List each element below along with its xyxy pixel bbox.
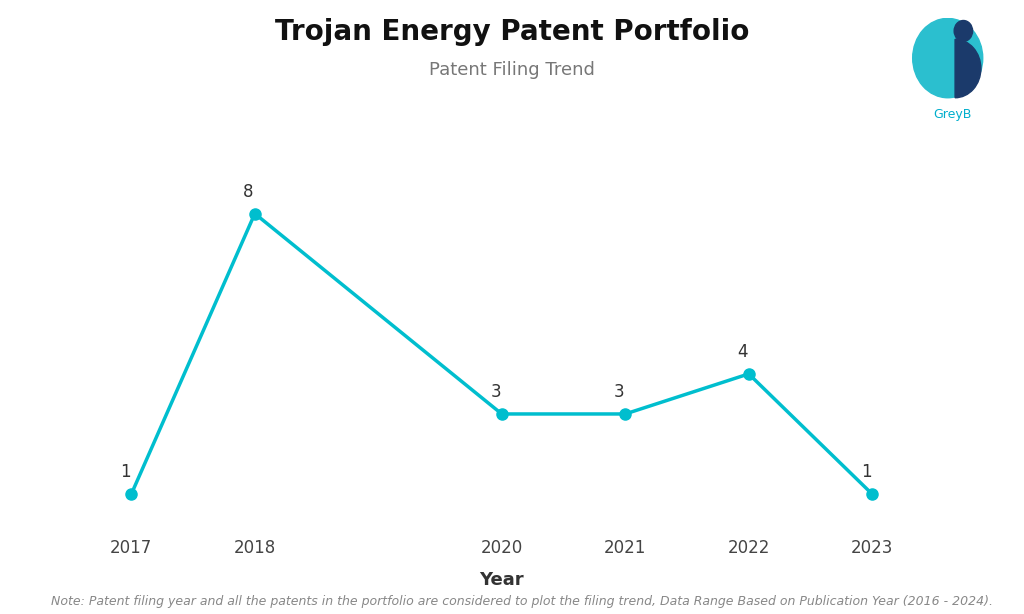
Circle shape: [912, 18, 983, 98]
Wedge shape: [955, 39, 981, 98]
Text: 4: 4: [737, 343, 748, 361]
Text: Note: Patent filing year and all the patents in the portfolio are considered to : Note: Patent filing year and all the pat…: [51, 595, 993, 608]
Text: Trojan Energy Patent Portfolio: Trojan Energy Patent Portfolio: [274, 18, 750, 47]
Text: Patent Filing Trend: Patent Filing Trend: [429, 61, 595, 79]
Text: 1: 1: [861, 464, 871, 481]
Text: GreyB: GreyB: [933, 108, 972, 121]
X-axis label: Year: Year: [479, 571, 524, 589]
Text: 8: 8: [244, 183, 254, 201]
Circle shape: [954, 20, 973, 41]
Text: 3: 3: [490, 383, 501, 401]
Text: 3: 3: [613, 383, 625, 401]
Text: 1: 1: [120, 464, 130, 481]
